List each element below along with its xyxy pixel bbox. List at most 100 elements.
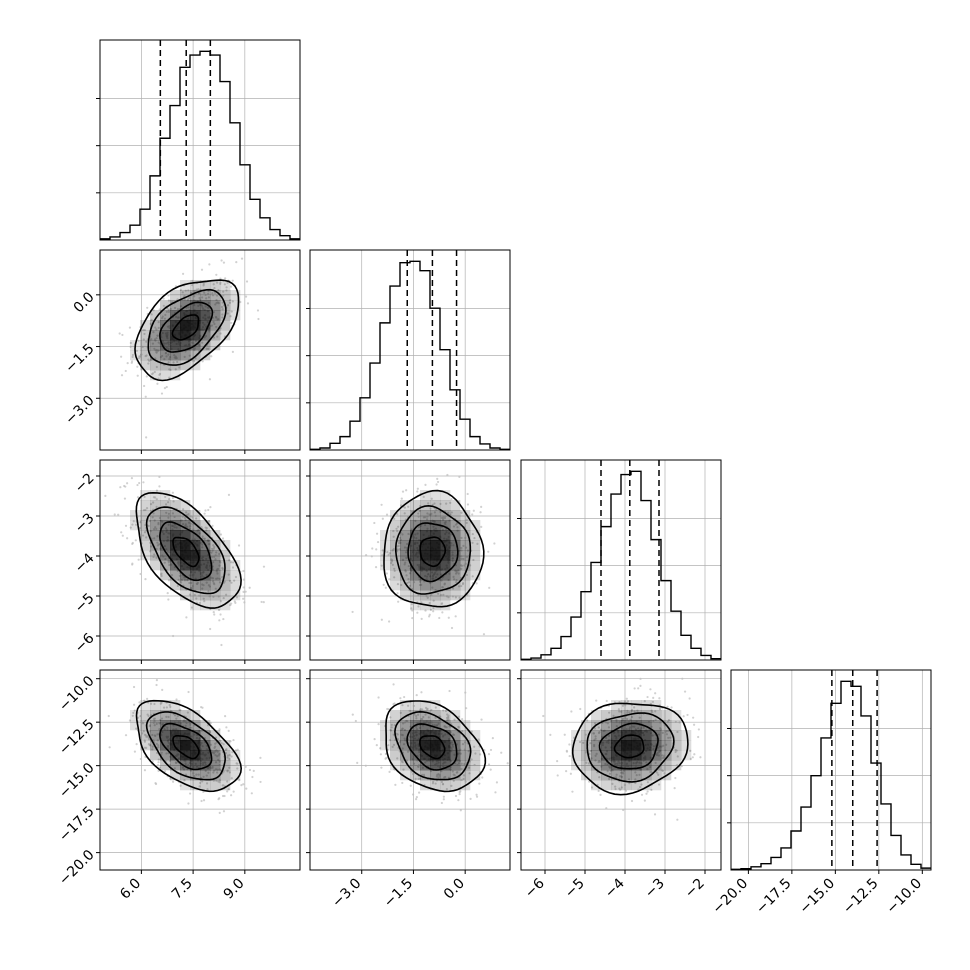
scatter-point [633,687,636,690]
scatter-point [593,739,596,742]
contour-line [394,710,472,781]
density-cell [591,710,602,721]
density-cell [430,570,441,581]
scatter-point [211,577,215,580]
density-cell [400,520,411,531]
scatter-point [130,477,134,480]
scatter-point [230,581,233,584]
scatter-point [157,744,160,747]
density-cell [470,740,481,751]
scatter-point [211,549,214,552]
density-cell [430,560,441,571]
density-cell [400,730,411,741]
scatter-point [608,711,611,714]
scatter-point [407,532,410,536]
scatter-point [401,727,404,730]
density-cell [230,290,241,301]
scatter-point [215,294,219,297]
scatter-point [609,769,612,772]
scatter-point [408,581,411,584]
density-cell [400,760,411,771]
scatter-point [259,780,262,784]
scatter-point [160,717,164,720]
scatter-point [187,802,190,805]
panel-content [100,250,300,450]
scatter-point [426,707,429,710]
scatter-point [397,600,400,603]
scatter-point [606,770,609,773]
density-cell [220,320,231,331]
scatter-point [256,309,260,312]
density-cell [440,760,451,771]
scatter-point [400,497,403,500]
scatter-point [195,517,198,520]
density-cell [400,570,411,581]
density-cell [571,750,582,761]
scatter-point [174,368,177,371]
scatter-point [379,747,382,750]
scatter-point [689,757,692,760]
scatter-point [216,768,219,771]
scatter-point [163,770,167,773]
scatter-point [212,595,215,598]
scatter-point [156,733,159,736]
scatter-point [155,683,158,687]
scatter-point [193,289,196,292]
scatter-point [162,706,166,709]
scatter-point [104,494,107,497]
scatter-point [156,541,159,544]
contour-line [135,491,242,609]
scatter-point [457,585,461,588]
density-cell [160,340,171,351]
scatter-point [654,710,657,713]
scatter-point [212,544,215,547]
scatter-point [468,766,471,769]
density-cell [641,720,652,731]
scatter-point [205,526,208,530]
scatter-point [657,773,660,776]
density-cell [170,300,181,311]
scatter-point [643,700,646,703]
scatter-point [214,315,218,319]
y-tick-label: −10.0 [56,673,98,715]
scatter-point [444,725,447,729]
scatter-point [242,783,245,786]
density-cell [400,530,411,541]
scatter-point [410,607,413,610]
scatter-point [163,561,166,564]
scatter-point [149,702,153,705]
scatter-point [215,551,218,554]
scatter-point [128,326,132,329]
scatter-point [406,542,409,546]
scatter-point [440,780,444,784]
density-cell [410,710,421,721]
scatter-point [213,769,216,772]
density-cell [681,740,692,751]
density-cell [210,530,221,541]
density-cell [150,700,161,711]
scatter-point [153,719,156,723]
density-cell [140,550,151,561]
scatter-point [214,303,217,306]
density-cell [450,570,461,581]
scatter-point [170,574,174,577]
panel-content [100,460,300,660]
density-cell [140,710,151,721]
scatter-point [251,775,254,779]
density-cell [440,720,451,731]
scatter-point [646,781,649,784]
scatter-point [439,510,442,513]
scatter-point [426,596,429,599]
density-cell [190,300,201,311]
scatter-point [444,515,447,518]
density-cell [651,750,662,761]
scatter-point [187,512,190,516]
scatter-point [209,627,212,631]
scatter-point [203,512,206,515]
density-cell [450,730,461,741]
scatter-point [405,551,408,554]
density-cell [470,540,481,551]
density-cell [160,360,171,371]
density-cell [230,300,241,311]
scatter-point [398,536,402,539]
